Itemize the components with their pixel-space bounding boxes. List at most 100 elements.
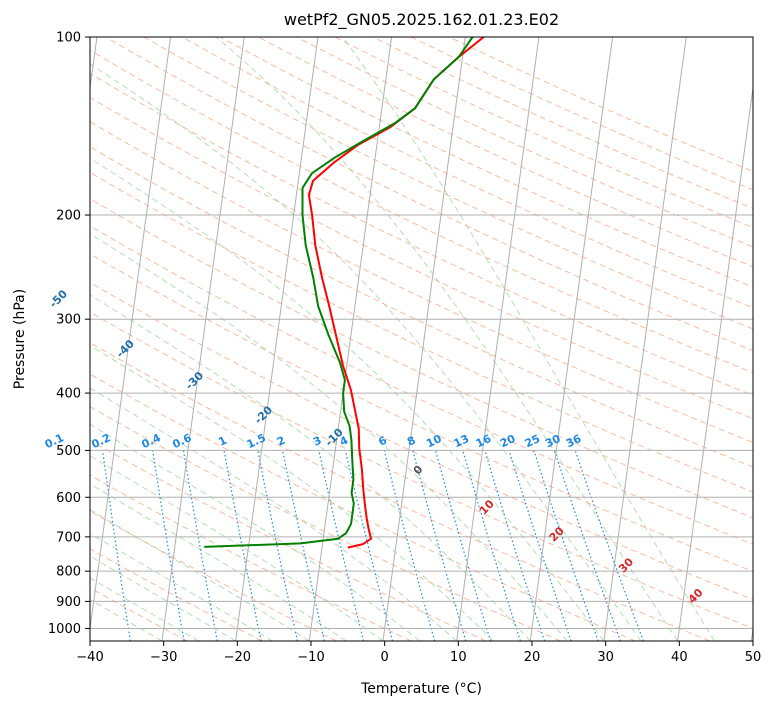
mixing-ratio-line xyxy=(318,450,365,641)
mixing-ratio-line xyxy=(282,450,325,641)
dewpoint-line xyxy=(204,37,474,548)
dry-adiabat-line xyxy=(90,49,753,374)
x-tick-label: −20 xyxy=(224,650,251,665)
dry-adiabat-line xyxy=(90,171,753,493)
sounding-series xyxy=(204,37,485,549)
x-tick-label: −40 xyxy=(76,650,103,665)
moist-adiabat-line xyxy=(90,532,273,641)
x-tick-label: 0 xyxy=(381,650,389,665)
y-tick-label: 100 xyxy=(56,31,81,46)
mixing-ratio-line xyxy=(344,450,394,641)
mixing-ratio-label: 13 xyxy=(452,432,471,450)
mixing-ratio-line xyxy=(102,450,131,641)
dry-adiabat-line xyxy=(296,37,753,248)
moist-adiabat-line xyxy=(90,577,200,641)
mixing-ratio-line xyxy=(383,450,436,641)
mixing-ratio-line xyxy=(533,450,599,641)
mixing-ratio-label: 25 xyxy=(523,432,542,450)
grid-lines xyxy=(90,37,753,629)
y-tick-label: 600 xyxy=(56,491,81,506)
mixing-ratio-line xyxy=(182,450,218,641)
mixing-ratio-line xyxy=(152,450,185,641)
mixing-ratio-line xyxy=(257,450,299,641)
mixing-ratio-label: 30 xyxy=(543,432,563,450)
x-tick-label: 40 xyxy=(671,650,688,665)
dry-adiabat-line xyxy=(181,37,753,309)
isotherm-line xyxy=(456,37,540,641)
isotherm-line xyxy=(529,37,614,641)
mixing-ratio-line xyxy=(574,450,644,641)
y-tick-label: 300 xyxy=(56,313,81,328)
moist-adiabat-line xyxy=(90,387,457,641)
y-tick-label: 700 xyxy=(56,530,81,545)
dry-adiabat-line xyxy=(90,253,753,573)
mixing-ratio-line xyxy=(484,450,546,641)
isotherm-line xyxy=(235,37,319,641)
isotherm-line xyxy=(677,84,753,641)
y-tick-label: 200 xyxy=(56,209,81,224)
x-tick-label: −30 xyxy=(150,650,177,665)
skewed-isotherms xyxy=(90,37,753,641)
mixing-ratio-label: 16 xyxy=(474,432,494,450)
x-tick-label: 50 xyxy=(745,650,762,665)
x-tick-label: −10 xyxy=(297,650,324,665)
dry-adiabat-line xyxy=(90,281,753,601)
dry-adiabat-line xyxy=(90,439,487,641)
dry-adiabat-line xyxy=(220,37,753,288)
moist-adiabat-line xyxy=(90,157,605,641)
moist-adiabat-line xyxy=(90,294,531,641)
y-tick-label: 1000 xyxy=(48,622,81,637)
y-axis-title: Pressure (hPa) xyxy=(12,289,28,389)
moist-adiabat-line xyxy=(90,344,494,641)
y-axis-ticks: 100 200 300 400 500 600 700 800 900 1000 xyxy=(48,31,90,637)
mixing-ratio-line xyxy=(553,450,622,641)
x-tick-label: 30 xyxy=(597,650,614,665)
x-axis-ticks: −40 −30 −20 −10 0 10 20 30 40 50 xyxy=(76,641,761,665)
x-axis-title: Temperature (°C) xyxy=(360,681,482,697)
dry-adiabat-line xyxy=(90,121,753,444)
moist-adiabat-line xyxy=(90,423,421,641)
dry-adiabat-line xyxy=(90,96,753,420)
chart-title: wetPf2_GN05.2025.162.01.23.E02 xyxy=(284,10,559,30)
dry-adiabat-line xyxy=(448,37,753,173)
dry-adiabat-line xyxy=(90,225,753,545)
x-tick-label: 20 xyxy=(524,650,541,665)
dry-adiabat-line xyxy=(410,37,753,191)
moist-adiabat-line xyxy=(90,555,236,641)
mixing-ratio-line xyxy=(508,450,572,641)
x-tick-label: 10 xyxy=(450,650,467,665)
dry-adiabat-line xyxy=(105,37,753,352)
isotherm-line xyxy=(382,37,466,641)
isotherm-line xyxy=(90,37,172,633)
moist-adiabat-line xyxy=(342,37,715,641)
mixing-ratio-label: 36 xyxy=(564,432,584,450)
dry-adiabat-line xyxy=(258,37,753,268)
y-tick-label: 500 xyxy=(56,444,81,459)
moist-adiabat-line xyxy=(90,233,568,641)
moist-adiabat-line xyxy=(90,63,642,641)
mixing-ratio-label: 20 xyxy=(498,432,518,450)
plot-frame xyxy=(89,36,754,642)
moist-adiabat-line xyxy=(90,455,384,641)
y-tick-label: 400 xyxy=(56,387,81,402)
mixing-ratio-line xyxy=(462,450,521,641)
moist-adiabats xyxy=(90,37,715,641)
dry-adiabat-line xyxy=(90,311,753,629)
mixing-ratio-line xyxy=(434,450,492,641)
dry-adiabat-line xyxy=(90,146,753,468)
dry-adiabat-line xyxy=(90,73,753,397)
dry-adiabat-line xyxy=(143,37,753,330)
dry-adiabat-line xyxy=(334,37,753,229)
y-tick-label: 800 xyxy=(56,565,81,580)
plot-area xyxy=(90,37,753,641)
isotherm-line xyxy=(603,37,687,641)
dry-adiabat-line xyxy=(90,406,561,641)
isotherm-line xyxy=(161,37,245,641)
temperature-line xyxy=(307,37,485,549)
mixing-ratio-label: 10 xyxy=(424,432,444,450)
mixing-ratio-line xyxy=(412,450,467,641)
dry-adiabat-line xyxy=(90,342,711,641)
dry-adiabat-line xyxy=(372,37,753,210)
